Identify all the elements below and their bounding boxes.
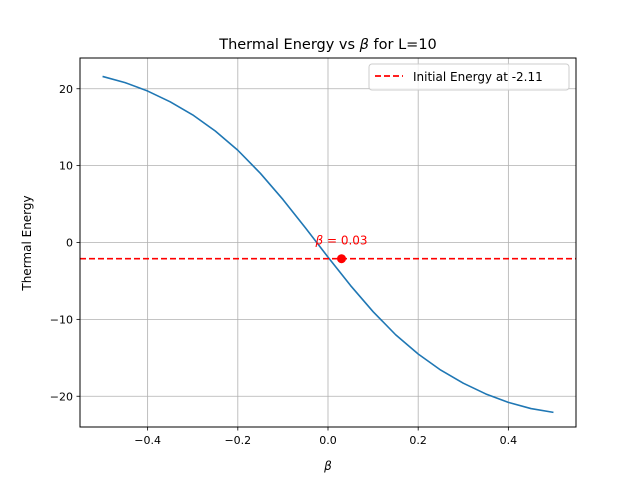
legend: Initial Energy at -2.11: [368, 63, 570, 91]
annotation-value: = 0.03: [323, 234, 367, 248]
y-tick-label: −20: [50, 390, 73, 403]
x-tick-label: 0.0: [319, 434, 337, 447]
x-tick-label: −0.4: [134, 434, 161, 447]
y-tick-label: 10: [59, 160, 73, 173]
marker-point: [337, 254, 347, 264]
legend-label: Initial Energy at -2.11: [413, 70, 543, 84]
legend-box: [368, 63, 570, 91]
title-prefix: Thermal Energy vs: [218, 37, 359, 53]
y-axis-label: Thermal Energy: [20, 195, 34, 291]
chart-title: Thermal Energy vs β for L=10: [218, 37, 437, 53]
annotation-label: β = 0.03: [314, 234, 367, 248]
series-line: [102, 75, 554, 414]
y-tick-label: −10: [50, 313, 73, 326]
annotation-beta-symbol: β: [314, 234, 323, 248]
x-tick-label: 0.4: [500, 434, 518, 447]
title-beta-symbol: β: [359, 37, 369, 53]
y-tick-label: 20: [59, 83, 73, 96]
x-tick-label: 0.2: [409, 434, 427, 447]
y-tick-label: 0: [66, 237, 73, 250]
x-axis-label: β: [323, 459, 332, 473]
data-layer: β = 0.03: [80, 75, 576, 414]
title-suffix: for L=10: [369, 37, 437, 53]
x-tick-label: −0.2: [224, 434, 251, 447]
tick-layer: −0.4 −0.2 0.0 0.2 0.4 −20 −10 0 10 20: [50, 83, 517, 447]
